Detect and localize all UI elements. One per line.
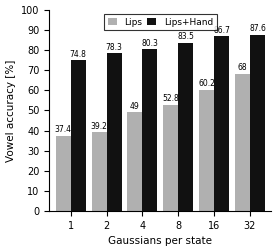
Bar: [56, 136, 71, 211]
Text: 78.3: 78.3: [106, 43, 122, 52]
Bar: [178, 43, 193, 211]
Bar: [127, 112, 142, 211]
Bar: [250, 35, 265, 211]
Bar: [235, 74, 250, 211]
Text: 49: 49: [130, 102, 140, 111]
Text: 74.8: 74.8: [70, 50, 87, 59]
Text: 37.4: 37.4: [55, 125, 72, 134]
Text: 80.3: 80.3: [142, 39, 158, 48]
Text: 87.6: 87.6: [249, 24, 266, 33]
Bar: [199, 90, 214, 211]
Text: 60.2: 60.2: [198, 79, 215, 88]
Text: 83.5: 83.5: [177, 32, 194, 41]
Text: 39.2: 39.2: [91, 121, 107, 131]
Bar: [107, 53, 122, 211]
Text: 86.7: 86.7: [213, 26, 230, 35]
Bar: [214, 36, 229, 211]
Text: 68: 68: [238, 64, 247, 73]
Bar: [91, 132, 107, 211]
Legend: Lips, Lips+Hand: Lips, Lips+Hand: [104, 14, 217, 30]
Bar: [163, 105, 178, 211]
Bar: [142, 49, 157, 211]
Text: 52.8: 52.8: [162, 94, 179, 103]
Bar: [71, 60, 86, 211]
X-axis label: Gaussians per state: Gaussians per state: [108, 236, 212, 246]
Y-axis label: Vowel accuracy [%]: Vowel accuracy [%]: [6, 59, 16, 162]
